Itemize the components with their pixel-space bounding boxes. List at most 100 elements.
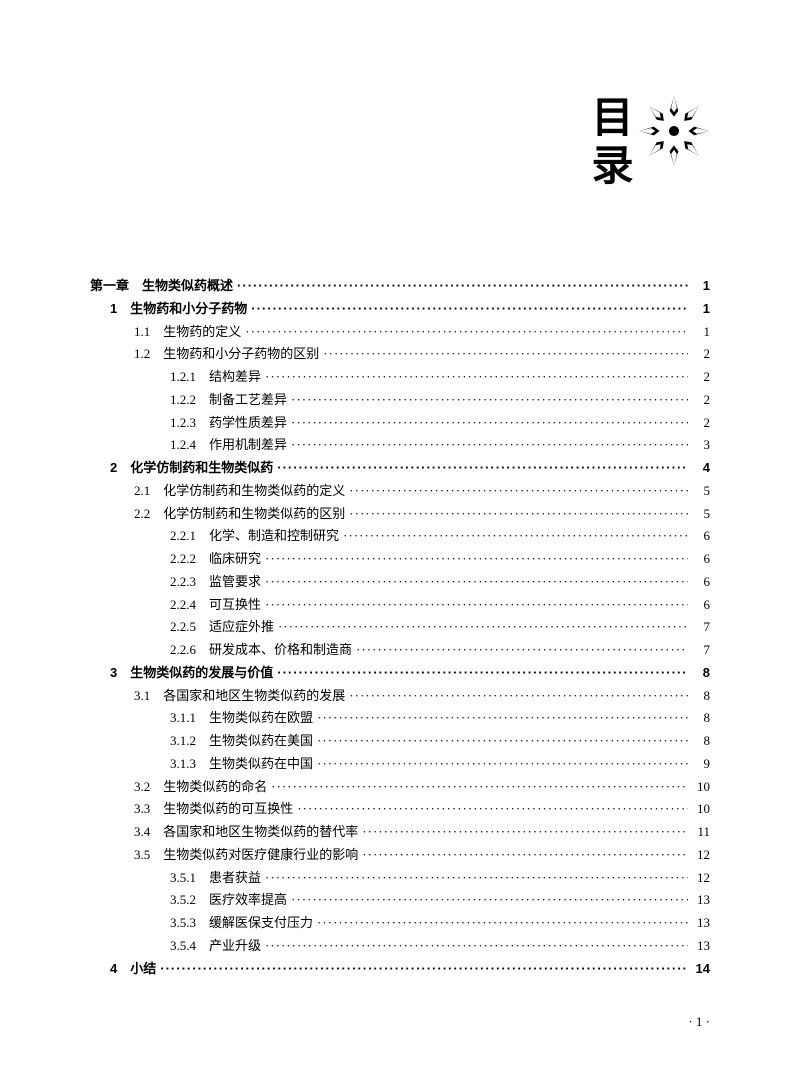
toc-entry: 2.2.5 适应症外推 7: [90, 616, 710, 639]
toc-entry-number: 1.2: [134, 343, 150, 366]
toc-entry-label: 第一章 生物类似药概述: [90, 275, 233, 298]
toc-entry: 2.2.4 可互换性6: [90, 594, 710, 617]
toc-leader-dots: [317, 707, 688, 730]
toc-entry-page: 8: [692, 707, 710, 730]
toc-leader-dots: [317, 730, 688, 753]
toc-leader-dots: [237, 275, 688, 298]
toc-entry-label: 3.5.4 产业升级: [170, 935, 261, 958]
toc-entry-page: 10: [692, 776, 710, 799]
toc-entry-title: 生物类似药概述: [142, 278, 233, 293]
toc-entry-page: 2: [692, 389, 710, 412]
toc-entry-label: 2.2 化学仿制药和生物类似药的区别: [134, 503, 345, 526]
toc-entry-number: 3.2: [134, 776, 150, 799]
toc-entry-label: 2.2.6 研发成本、价格和制造商: [170, 639, 352, 662]
toc-entry: 1.2 生物药和小分子药物的区别2: [90, 343, 710, 366]
toc-entry: 3.5 生物类似药对医疗健康行业的影响12: [90, 844, 710, 867]
toc-entry-number: 2.2.2: [170, 548, 196, 571]
toc-entry-label: 2.2.4 可互换性: [170, 594, 261, 617]
toc-entry-label: 3 生物类似药的发展与价值: [110, 662, 273, 685]
toc-entry-number: 3.4: [134, 821, 150, 844]
toc-leader-dots: [245, 321, 688, 344]
toc-leader-dots: [265, 594, 688, 617]
toc-entry-number: 1.2.1: [170, 366, 196, 389]
toc-leader-dots: [265, 935, 688, 958]
toc-leader-dots: [362, 844, 688, 867]
toc-entry: 3.1.2 生物类似药在美国8: [90, 730, 710, 753]
toc-leader-dots: [356, 639, 688, 662]
toc-entry-number: 3.1: [134, 685, 150, 708]
toc-entry-number: 3.1.3: [170, 753, 196, 776]
toc-entry-number: 2.2.1: [170, 525, 196, 548]
toc-leader-dots: [349, 480, 688, 503]
toc-entry-number: 4: [110, 958, 117, 981]
toc-entry: 1.2.2 制备工艺差异 2: [90, 389, 710, 412]
toc-leader-dots: [317, 912, 688, 935]
toc-entry: 2.1 化学仿制药和生物类似药的定义5: [90, 480, 710, 503]
toc-entry-number: 1.2.2: [170, 389, 196, 412]
toc-entry-page: 12: [692, 844, 710, 867]
toc-entry-label: 3.4 各国家和地区生物类似药的替代率: [134, 821, 358, 844]
toc-entry: 4 小结14: [90, 958, 710, 981]
toc-leader-dots: [297, 798, 688, 821]
toc-entry-label: 3.2 生物类似药的命名: [134, 776, 267, 799]
toc-entry: 1.1 生物药的定义1: [90, 321, 710, 344]
toc-entry: 2.2.3 监管要求 6: [90, 571, 710, 594]
toc-leader-dots: [291, 412, 688, 435]
toc-leader-dots: [160, 958, 688, 981]
toc-entry: 1 生物药和小分子药物1: [90, 298, 710, 321]
toc-entry: 2.2.1 化学、制造和控制研究 6: [90, 525, 710, 548]
toc-entry-number: 2.2.3: [170, 571, 196, 594]
toc-entry-label: 1.2.2 制备工艺差异: [170, 389, 287, 412]
toc-leader-dots: [271, 776, 688, 799]
toc-entry-number: 2.2.5: [170, 616, 196, 639]
toc-entry-title: 适应症外推: [209, 619, 274, 634]
toc-entry-title: 化学仿制药和生物类似药的区别: [163, 506, 345, 521]
toc-entry-page: 6: [692, 525, 710, 548]
toc-entry-number: 2.2.4: [170, 594, 196, 617]
toc-entry-title: 化学仿制药和生物类似药: [130, 460, 273, 475]
toc-entry: 2.2.2 临床研究6: [90, 548, 710, 571]
toc-entry: 1.2.4 作用机制差异 3: [90, 434, 710, 457]
toc-entry-page: 3: [692, 434, 710, 457]
toc-entry-page: 6: [692, 571, 710, 594]
toc-entry-number: 3: [110, 662, 117, 685]
toc-content: 第一章 生物类似药概述 11 生物药和小分子药物11.1 生物药的定义11.2 生…: [90, 275, 710, 980]
toc-leader-dots: [362, 821, 688, 844]
toc-entry-page: 1: [692, 275, 710, 298]
toc-entry-number: 3.5.3: [170, 912, 196, 935]
toc-entry-label: 1.2.4 作用机制差异: [170, 434, 287, 457]
toc-leader-dots: [277, 457, 688, 480]
toc-entry-label: 2.2.5 适应症外推: [170, 616, 274, 639]
toc-entry-number: 3.1.1: [170, 707, 196, 730]
toc-entry-title: 化学、制造和控制研究: [209, 528, 339, 543]
page-number: · 1 ·: [688, 1014, 710, 1030]
toc-entry-title: 各国家和地区生物类似药的替代率: [163, 824, 358, 839]
toc-entry-title: 生物类似药在欧盟: [209, 710, 313, 725]
toc-entry: 3.1 各国家和地区生物类似药的发展8: [90, 685, 710, 708]
toc-entry-label: 1 生物药和小分子药物: [110, 298, 247, 321]
toc-entry-label: 3.5.3 缓解医保支付压力: [170, 912, 313, 935]
toc-entry-label: 3.5.1 患者获益: [170, 867, 261, 890]
toc-entry-number: 2.1: [134, 480, 150, 503]
toc-entry-page: 7: [692, 639, 710, 662]
toc-leader-dots: [278, 616, 688, 639]
toc-entry-title: 制备工艺差异: [209, 392, 287, 407]
toc-entry-label: 1.2.3 药学性质差异: [170, 412, 287, 435]
toc-entry-page: 8: [692, 685, 710, 708]
toc-entry-page: 14: [692, 958, 710, 981]
toc-entry-title: 结构差异: [209, 369, 261, 384]
toc-entry-page: 8: [692, 730, 710, 753]
toc-entry-label: 2.2.3 监管要求: [170, 571, 261, 594]
toc-leader-dots: [291, 889, 688, 912]
toc-entry: 3.5.1 患者获益12: [90, 867, 710, 890]
toc-leader-dots: [323, 343, 688, 366]
toc-entry-page: 7: [692, 616, 710, 639]
toc-entry-number: 3.1.2: [170, 730, 196, 753]
toc-leader-dots: [265, 548, 688, 571]
toc-entry: 第一章 生物类似药概述 1: [90, 275, 710, 298]
ornament-icon: [638, 95, 710, 167]
toc-entry-title: 产业升级: [209, 938, 261, 953]
toc-leader-dots: [265, 867, 688, 890]
toc-entry-label: 1.2.1 结构差异: [170, 366, 261, 389]
toc-entry: 3.3 生物类似药的可互换性10: [90, 798, 710, 821]
